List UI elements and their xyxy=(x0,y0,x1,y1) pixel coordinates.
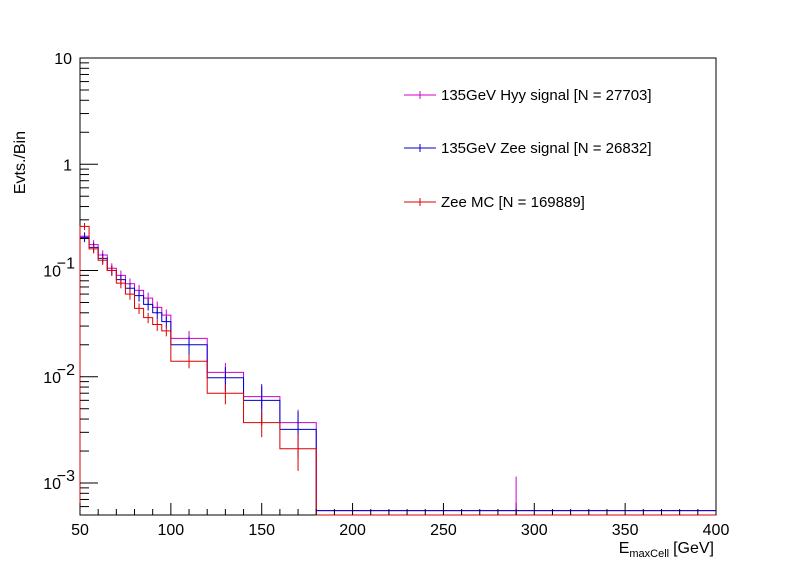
y-tick-label: 10 xyxy=(43,476,61,493)
y-tick-label: 10 xyxy=(54,51,72,68)
x-tick-label: 300 xyxy=(521,522,548,539)
series-step-line xyxy=(79,236,717,515)
series-layer xyxy=(79,222,717,516)
x-tick-label: 250 xyxy=(430,522,457,539)
x-tick-label: 150 xyxy=(248,522,275,539)
legend-label: Zee MC [N = 169889] xyxy=(441,194,585,211)
y-tick-label-exponent: −3 xyxy=(57,468,75,485)
series-2 xyxy=(79,222,716,516)
y-tick-label-exponent: −1 xyxy=(57,256,75,273)
y-tick-label: 1 xyxy=(63,157,72,174)
x-axis-title: EmaxCell [GeV] xyxy=(619,540,714,560)
series-1 xyxy=(79,233,717,515)
plot-frame xyxy=(79,57,717,516)
x-tick-label: 400 xyxy=(703,522,730,539)
series-step-line xyxy=(79,225,716,516)
x-tick-label: 350 xyxy=(612,522,639,539)
x-tick-label: 100 xyxy=(158,522,185,539)
legend-label: 135GeV Hyy signal [N = 27703] xyxy=(441,87,652,104)
x-axis-title-main: E xyxy=(619,540,630,557)
x-axis-title-unit: [GeV] xyxy=(673,540,714,557)
x-tick-label: 50 xyxy=(71,522,89,539)
x-axis-ticks: 50 100 150 200 250 300 350 400 xyxy=(71,503,729,539)
y-tick-label: 10 xyxy=(43,370,61,387)
y-tick-label: 10 xyxy=(43,264,61,281)
legend: 135GeV Hyy signal [N = 27703] 135GeV Zee … xyxy=(404,87,652,211)
x-axis-title-subscript: maxCell xyxy=(629,548,669,560)
y-axis-title: Evts./Bin xyxy=(12,131,29,194)
series-0 xyxy=(79,232,717,515)
y-tick-label-exponent: −2 xyxy=(57,362,75,379)
series-step-line xyxy=(79,235,717,515)
legend-label: 135GeV Zee signal [N = 26832] xyxy=(441,140,652,157)
x-tick-label: 200 xyxy=(339,522,366,539)
